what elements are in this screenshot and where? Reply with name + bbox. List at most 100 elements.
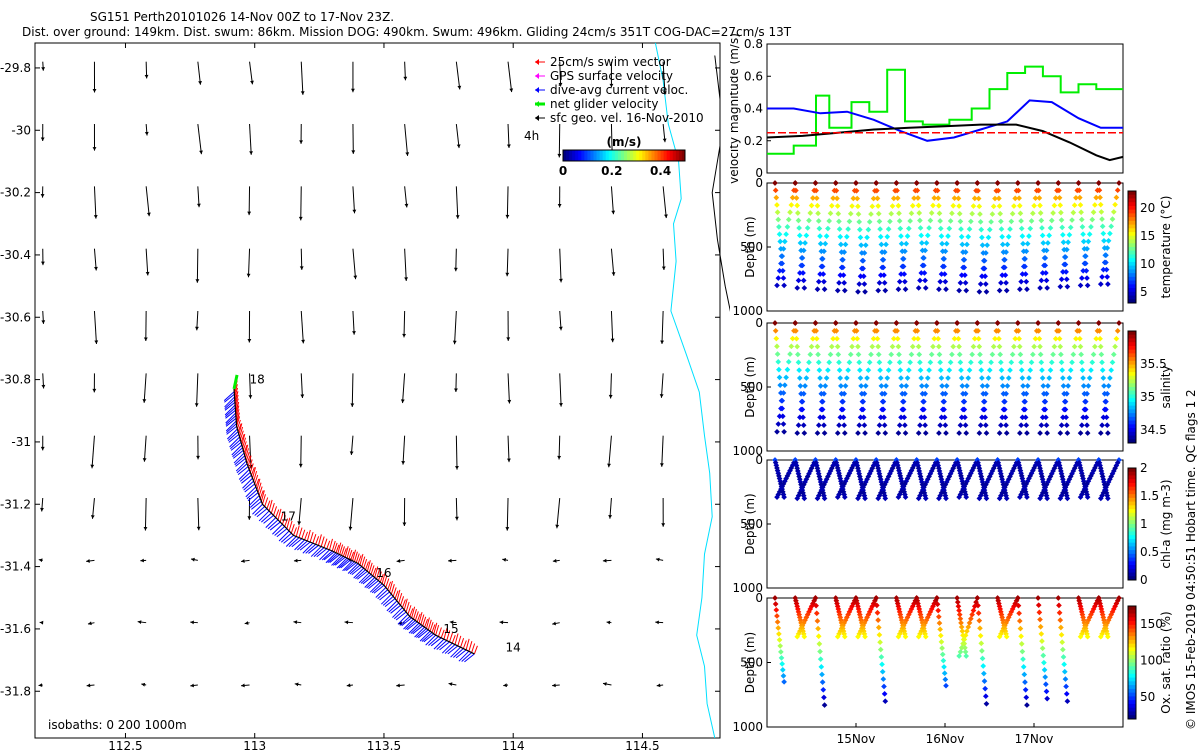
salinity-panel-sample: [936, 430, 942, 436]
chla-panel-colorbar-segment: [1128, 482, 1136, 488]
temperature-panel-colorbar-box: [1127, 190, 1137, 304]
geo-velocity-arrowhead: [664, 214, 668, 219]
dac-vector: [366, 578, 377, 589]
salinity-panel-sample: [1037, 430, 1043, 436]
salinity-panel-sample: [1064, 430, 1071, 436]
temperature-panel-sample: [1065, 239, 1071, 246]
temperature-panel-sample: [1002, 272, 1009, 278]
temperature-panel-sample: [1008, 218, 1015, 225]
temperature-panel-sample: [1041, 262, 1047, 269]
oxygen-panel-sample: [1058, 624, 1064, 631]
colorbar-segment: [581, 150, 585, 161]
oxygen-panel-sample: [1097, 633, 1104, 640]
geo-velocity-arrowhead: [559, 403, 563, 407]
swim-vector: [379, 573, 384, 583]
swim-vector: [454, 633, 459, 645]
temperature-panel-sample: [881, 272, 887, 278]
geo-velocity-arrowhead: [608, 394, 613, 399]
salinity-panel-sample: [1100, 375, 1107, 381]
day-label: 15: [443, 622, 458, 636]
swim-vector: [260, 490, 265, 502]
salinity-panel-sample: [865, 367, 872, 374]
salinity-panel-sample: [957, 359, 964, 366]
temperature-panel-colorbar-segment: [1128, 191, 1136, 196]
salinity-panel-colorbar-segment: [1128, 431, 1136, 437]
geo-velocity-arrow: [402, 373, 406, 404]
geo-velocity-arrow: [661, 311, 664, 345]
salinity-panel-sample: [1076, 328, 1083, 334]
map-x-tick-label: 112.5: [108, 739, 142, 750]
oxygen-panel-colorbar-segment: [1128, 647, 1136, 652]
temperature-panel-sample: [819, 256, 826, 262]
oxygen-panel-sample: [880, 676, 887, 682]
salinity-panel-colorbar-segment: [1128, 409, 1136, 414]
dac-vector: [225, 412, 237, 424]
geo-velocity-arrowhead: [606, 620, 611, 625]
oxygen-panel-sample: [1063, 691, 1070, 697]
geo-velocity-arrowhead: [655, 557, 660, 562]
swim-vector: [431, 624, 436, 633]
dac-vector: [232, 449, 244, 459]
oxygen-panel-sample: [1061, 661, 1067, 668]
geo-velocity-arrow: [556, 497, 561, 529]
salinity-panel-sample: [958, 414, 965, 421]
salinity-panel-colorbar-segment: [1128, 353, 1136, 358]
salinity-panel-sample: [1046, 375, 1053, 381]
swim-vector: [353, 551, 358, 562]
temperature-panel-sample: [979, 242, 986, 248]
swim-vector: [407, 605, 412, 615]
temperature-panel-sample: [1004, 241, 1011, 248]
temperature-panel-sample: [1113, 194, 1120, 201]
oxygen-panel-sample: [841, 633, 848, 640]
dac-vector: [397, 613, 409, 625]
salinity-panel-sample: [1116, 320, 1122, 326]
salinity-panel-sample: [821, 390, 827, 397]
temperature-panel-sample: [1099, 223, 1106, 230]
dac-vector: [388, 602, 400, 613]
temperature-panel-sample: [1038, 277, 1045, 284]
geo-velocity-arrow: [352, 248, 357, 280]
dac-vector: [274, 526, 285, 536]
chla-panel-colorbar-segment: [1128, 520, 1136, 525]
geo-velocity-arrow: [249, 61, 253, 85]
dac-vector: [384, 598, 396, 608]
oxygen-panel-sample: [934, 601, 941, 608]
geo-velocity-arrowhead: [293, 620, 298, 625]
temperature-panel-sample: [795, 210, 801, 216]
salinity-panel-sample: [1099, 359, 1105, 366]
oxygen-panel-colorbar-segment: [1128, 643, 1136, 648]
dac-vector: [310, 546, 322, 557]
dac-vector: [260, 512, 272, 523]
geo-velocity-arrow: [93, 248, 97, 271]
swim-vector: [323, 538, 328, 548]
geo-velocity-arrowhead: [353, 275, 358, 280]
oxygen-panel-sample: [781, 679, 787, 685]
chla-panel-colorbar-segment: [1128, 501, 1136, 506]
oxygen-panel-sample: [978, 640, 985, 647]
temperature-panel-sample: [1016, 202, 1023, 209]
swim-vector: [446, 630, 451, 641]
temperature-panel-sample: [1092, 202, 1098, 208]
salinity-panel-sample: [772, 320, 778, 326]
temperature-panel-sample: [1048, 217, 1055, 224]
geo-velocity-arrowhead: [40, 194, 45, 198]
salinity-panel-sample: [1022, 414, 1029, 421]
salinity-panel-sample: [1108, 367, 1115, 374]
salinity-panel-sample: [934, 328, 941, 334]
oxygen-panel-colorbar-segment: [1128, 715, 1136, 720]
oxygen-panel-sample: [874, 609, 881, 616]
salinity-panel-sample: [951, 335, 958, 342]
colorbar-segment: [617, 150, 622, 161]
dac-vector: [464, 653, 475, 663]
oxygen-panel-colorbar-segment: [1128, 677, 1136, 682]
salinity-panel-sample: [795, 351, 801, 358]
oxygen-panel-sample: [779, 661, 785, 667]
salinity-panel-sample: [1009, 351, 1016, 358]
swim-vector: [277, 508, 282, 520]
temperature-panel-sample: [1012, 195, 1019, 202]
dac-vector: [288, 537, 300, 548]
temperature-panel-sample: [956, 287, 962, 294]
temperature-panel-colorbar-segment: [1128, 217, 1136, 222]
colorbar-segment: [660, 150, 665, 161]
salinity-panel-sample: [795, 422, 802, 429]
